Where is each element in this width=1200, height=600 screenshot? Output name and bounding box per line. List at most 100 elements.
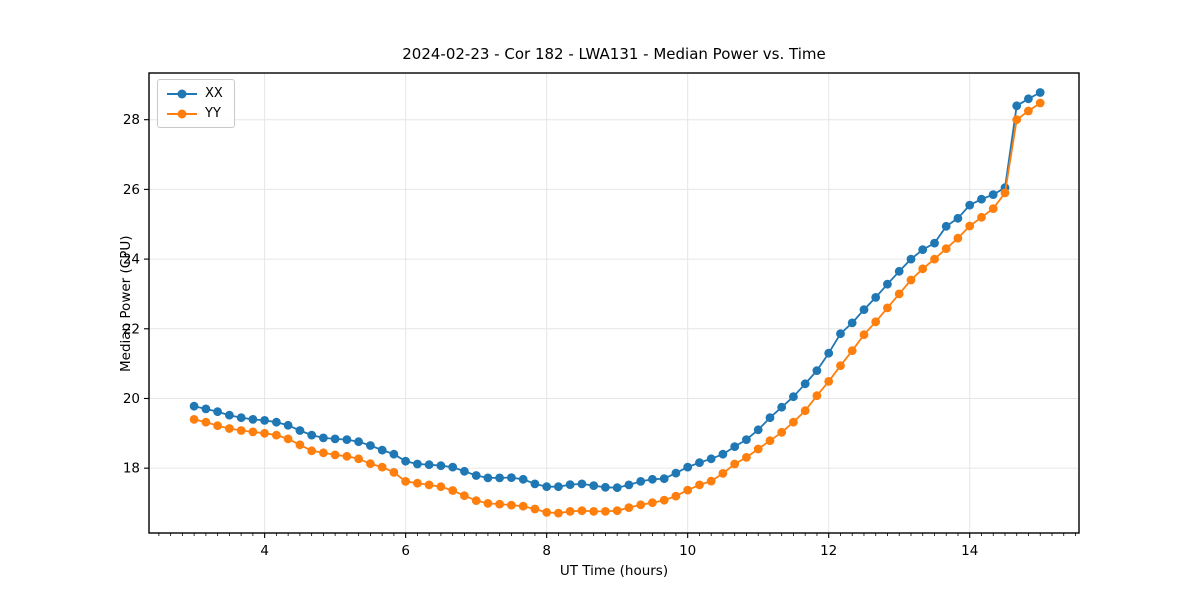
- data-point-marker: [577, 506, 587, 516]
- data-point-marker: [530, 504, 540, 514]
- data-point-marker: [836, 361, 845, 371]
- data-point-marker: [930, 254, 939, 264]
- data-point-marker: [1035, 98, 1045, 108]
- data-point-marker: [789, 417, 798, 427]
- legend-item-xx: XX: [167, 86, 223, 101]
- data-point-marker: [518, 474, 528, 484]
- data-point-marker: [765, 413, 775, 423]
- data-point-marker: [953, 233, 963, 243]
- data-point-marker: [507, 473, 516, 482]
- data-point-marker: [260, 416, 269, 425]
- data-point-marker: [460, 466, 469, 476]
- data-point-marker: [424, 460, 434, 470]
- data-point-marker: [706, 476, 716, 486]
- data-point-marker: [201, 417, 211, 427]
- data-point-marker: [953, 213, 963, 223]
- data-point-marker: [518, 501, 528, 511]
- data-point-marker: [413, 478, 422, 488]
- data-point-marker: [601, 507, 610, 516]
- data-point-marker: [824, 377, 834, 386]
- data-point-marker: [236, 426, 246, 435]
- data-point-marker: [965, 200, 975, 210]
- data-point-marker: [601, 482, 610, 492]
- axes-ticks: 4 6 8 10 12 14 18 20 22 24 26 28: [123, 112, 1076, 559]
- legend[interactable]: XX YY: [157, 79, 235, 128]
- data-point-marker: [777, 402, 787, 412]
- data-point-marker: [495, 499, 504, 509]
- data-point-marker: [248, 427, 258, 437]
- data-point-marker: [941, 244, 951, 254]
- data-point-marker: [225, 410, 234, 420]
- data-point-marker: [483, 499, 493, 508]
- legend-label-xx: XX: [205, 86, 223, 101]
- data-point-marker: [648, 474, 657, 484]
- data-point-marker: [789, 392, 798, 402]
- x-tick-label: 8: [542, 543, 551, 559]
- plot-frame: [148, 72, 1080, 534]
- data-point-marker: [189, 415, 199, 424]
- data-point-marker: [1012, 115, 1022, 125]
- data-point-marker: [354, 454, 363, 464]
- data-point-marker: [342, 435, 352, 444]
- data-point-marker: [565, 480, 575, 489]
- data-point-marker: [894, 289, 904, 299]
- data-point-marker: [965, 221, 975, 231]
- data-point-marker: [366, 441, 375, 450]
- data-point-marker: [871, 317, 881, 327]
- data-point-marker: [753, 425, 763, 435]
- data-point-marker: [871, 293, 881, 302]
- data-point-marker: [636, 477, 646, 486]
- x-tick-label: 12: [820, 543, 837, 559]
- data-point-marker: [471, 496, 481, 505]
- data-point-marker: [624, 503, 634, 512]
- data-point-marker: [918, 245, 928, 255]
- x-tick-label: 4: [260, 543, 269, 559]
- data-point-marker: [342, 451, 352, 461]
- y-tick-label: 24: [123, 252, 140, 268]
- x-tick-label: 14: [961, 543, 978, 559]
- data-point-marker: [859, 305, 869, 314]
- data-point-marker: [918, 264, 928, 274]
- data-point-marker: [1024, 94, 1033, 104]
- data-point-marker: [189, 401, 199, 411]
- data-point-marker: [800, 406, 810, 416]
- data-point-marker: [836, 329, 845, 339]
- data-point-marker: [577, 479, 587, 489]
- data-point-marker: [1000, 188, 1010, 198]
- legend-label-yy: YY: [205, 106, 221, 121]
- data-point-marker: [612, 483, 622, 493]
- data-point-marker: [554, 508, 563, 518]
- data-point-marker: [401, 456, 410, 466]
- data-point-marker: [1024, 106, 1033, 116]
- data-point-marker: [448, 462, 458, 472]
- data-point-marker: [424, 480, 434, 490]
- series-yy: [189, 98, 1045, 518]
- data-point-marker: [448, 486, 458, 495]
- data-point-marker: [988, 204, 998, 214]
- data-point-marker: [354, 437, 363, 447]
- data-point-marker: [883, 279, 892, 289]
- data-point-marker: [307, 446, 317, 456]
- y-axis-label: Median Power (CPU): [118, 235, 134, 372]
- data-point-marker: [612, 506, 622, 516]
- data-point-marker: [718, 469, 728, 478]
- data-point-marker: [201, 404, 211, 414]
- data-point-marker: [636, 500, 646, 510]
- data-point-marker: [436, 482, 446, 492]
- x-tick-label: 10: [679, 543, 696, 559]
- data-point-marker: [589, 481, 599, 490]
- data-point-marker: [283, 434, 293, 444]
- data-point-marker: [1035, 88, 1045, 97]
- data-point-marker: [742, 435, 751, 444]
- y-tick-label: 26: [123, 182, 140, 198]
- data-point-marker: [389, 468, 399, 477]
- y-tick-label: 20: [123, 391, 140, 407]
- data-point-marker: [977, 212, 986, 222]
- data-point-marker: [413, 459, 422, 469]
- x-tick-label: 6: [401, 543, 410, 559]
- data-point-marker: [319, 448, 328, 458]
- data-point-marker: [765, 436, 775, 446]
- data-point-marker: [683, 462, 693, 472]
- data-point-marker: [495, 473, 504, 483]
- data-point-marker: [330, 434, 340, 444]
